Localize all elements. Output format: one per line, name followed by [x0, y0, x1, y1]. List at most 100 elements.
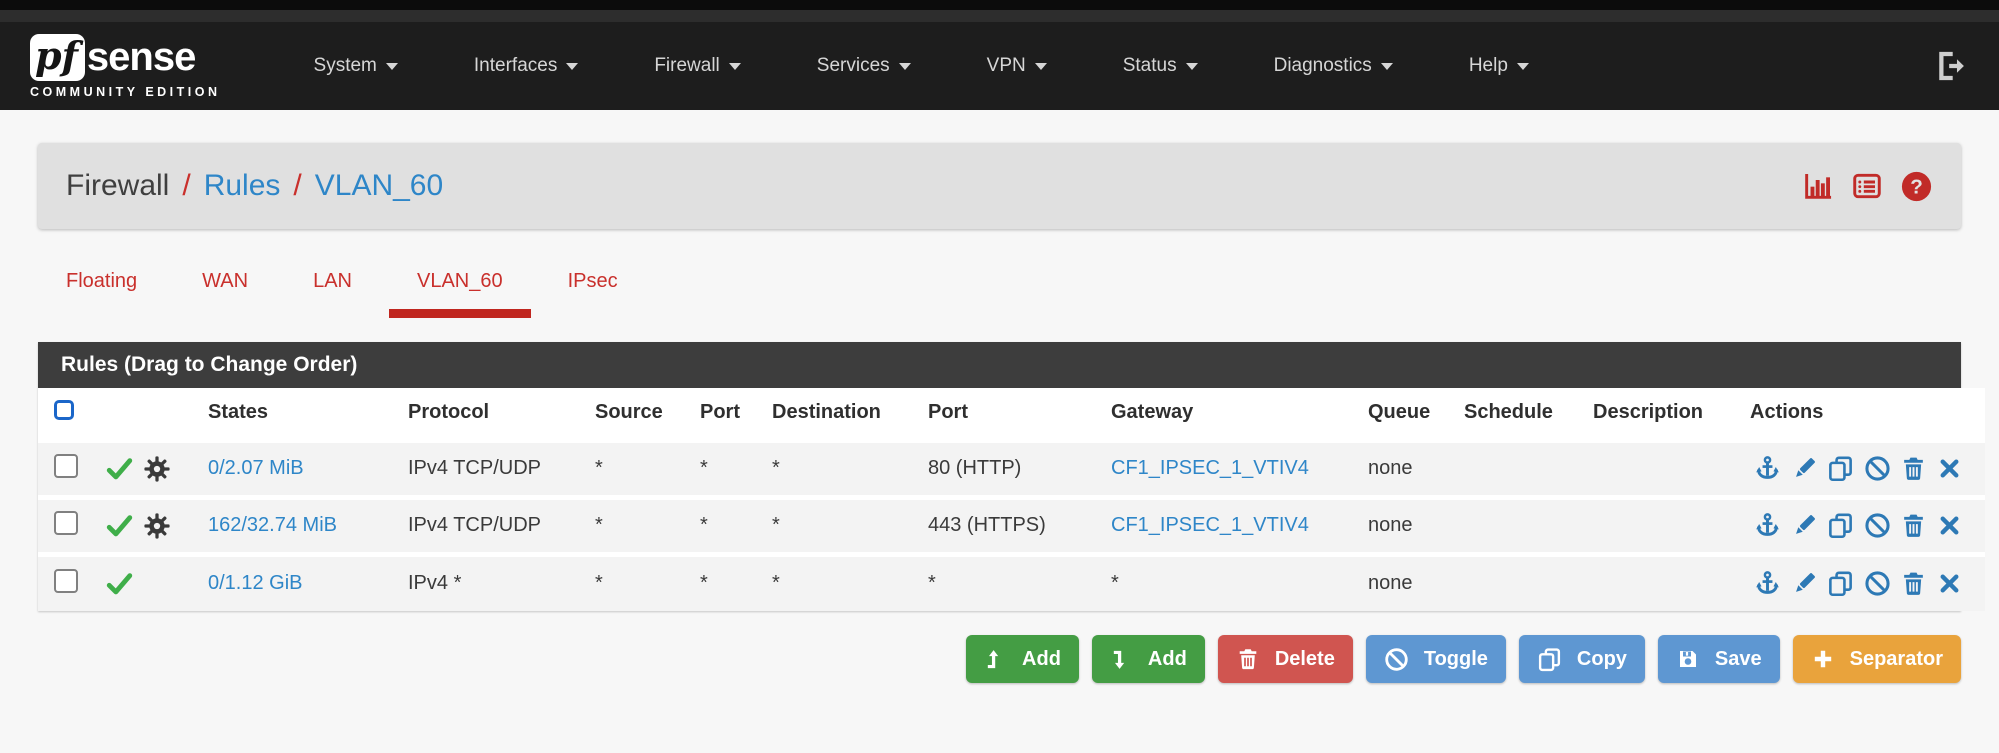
table-row[interactable]: 162/32.74 MiB IPv4 TCP/UDP * * * 443 (HT…: [38, 497, 1985, 554]
tab-floating[interactable]: Floating: [66, 269, 138, 292]
cell-dest-port: 443 (HTTPS): [928, 514, 1046, 536]
rule-pass-check-icon[interactable]: [105, 454, 134, 483]
ban-icon[interactable]: [1864, 512, 1891, 539]
anchor-icon[interactable]: [1754, 512, 1781, 539]
nav-item-help[interactable]: Help: [1431, 22, 1567, 110]
nav-item-interfaces[interactable]: Interfaces: [436, 22, 616, 110]
cell-destination: *: [772, 457, 780, 479]
gear-icon: [143, 512, 171, 540]
row-checkbox[interactable]: [54, 568, 78, 593]
nav-item-firewall[interactable]: Firewall: [616, 22, 778, 110]
cell-description: [1593, 497, 1750, 554]
main-menu: System Interfaces Firewall Services VPN …: [276, 22, 1935, 110]
anchor-icon[interactable]: [1754, 570, 1781, 597]
copy-icon[interactable]: [1827, 455, 1854, 482]
level-down-icon: [1110, 648, 1133, 671]
cell-source: *: [595, 514, 603, 536]
interface-tabs: Floating WAN LAN VLAN_60 IPsec: [38, 229, 1961, 318]
chart-bar-icon[interactable]: [1802, 170, 1834, 202]
col-gateway: Gateway: [1111, 388, 1368, 440]
states-link[interactable]: 0/1.12 GiB: [208, 572, 303, 595]
toggle-button[interactable]: Toggle: [1365, 635, 1506, 683]
nav-item-services[interactable]: Services: [779, 22, 949, 110]
cell-dest-port: *: [928, 572, 936, 595]
tab-ipsec[interactable]: IPsec: [567, 269, 618, 292]
level-up-icon: [984, 648, 1007, 671]
col-protocol: Protocol: [408, 388, 595, 440]
table-row[interactable]: 0/1.12 GiB IPv4 * * * * * * none: [38, 554, 1985, 611]
save-button[interactable]: Save: [1657, 635, 1780, 683]
logout-icon[interactable]: [1935, 49, 1969, 83]
rule-pass-check-icon[interactable]: [105, 511, 134, 540]
caret-down-icon: [1380, 62, 1393, 70]
pencil-edit-icon[interactable]: [1791, 570, 1818, 597]
row-checkbox[interactable]: [54, 453, 78, 478]
caret-down-icon: [898, 62, 911, 70]
col-source: Source: [595, 388, 700, 440]
cell-gateway: *: [1111, 572, 1119, 595]
select-all-checkbox[interactable]: [54, 399, 74, 420]
states-link[interactable]: 0/2.07 MiB: [208, 457, 304, 479]
tab-vlan60[interactable]: VLAN_60: [388, 253, 531, 318]
window-chrome-strip: [0, 0, 1999, 10]
cell-port: *: [700, 457, 708, 479]
copy-icon[interactable]: [1827, 570, 1854, 597]
nav-item-status[interactable]: Status: [1085, 22, 1236, 110]
trash-icon[interactable]: [1900, 570, 1927, 597]
breadcrumb-link-rules[interactable]: Rules: [203, 169, 281, 202]
delete-button[interactable]: Delete: [1217, 635, 1353, 683]
row-checkbox[interactable]: [54, 510, 78, 535]
copy-icon: [1537, 647, 1562, 672]
col-schedule: Schedule: [1464, 388, 1593, 440]
gateway-link[interactable]: CF1_IPSEC_1_VTIV4: [1111, 514, 1309, 536]
add-rule-bottom-button[interactable]: Add: [1091, 635, 1205, 683]
caret-down-icon: [728, 62, 741, 70]
trash-icon[interactable]: [1900, 512, 1927, 539]
trash-icon[interactable]: [1900, 455, 1927, 482]
pfsense-logo[interactable]: pf sense COMMUNITY EDITION: [30, 33, 221, 99]
ban-icon[interactable]: [1864, 570, 1891, 597]
cell-destination: *: [772, 514, 780, 536]
close-x-icon[interactable]: [1937, 571, 1962, 596]
cell-protocol: IPv4 TCP/UDP: [408, 457, 541, 479]
anchor-icon[interactable]: [1754, 455, 1781, 482]
breadcrumb-link-vlan60[interactable]: VLAN_60: [314, 169, 444, 202]
close-x-icon[interactable]: [1937, 513, 1962, 538]
trash-icon: [1236, 647, 1260, 671]
add-rule-top-button[interactable]: Add: [966, 635, 1079, 683]
gear-icon: [143, 455, 171, 483]
col-description: Description: [1593, 388, 1750, 440]
cell-protocol: IPv4 TCP/UDP: [408, 514, 541, 536]
nav-item-vpn[interactable]: VPN: [949, 22, 1085, 110]
caret-down-icon: [1034, 62, 1047, 70]
close-x-icon[interactable]: [1937, 456, 1962, 481]
cell-port: *: [700, 514, 708, 536]
col-status: [105, 388, 208, 440]
table-row[interactable]: 0/2.07 MiB IPv4 TCP/UDP * * * 80 (HTTP) …: [38, 440, 1985, 497]
states-link[interactable]: 162/32.74 MiB: [208, 514, 337, 536]
pencil-edit-icon[interactable]: [1791, 455, 1818, 482]
rules-table: States Protocol Source Port Destination …: [38, 388, 1985, 611]
separator-button[interactable]: Separator: [1792, 635, 1961, 683]
gateway-link[interactable]: CF1_IPSEC_1_VTIV4: [1111, 457, 1309, 479]
cell-port: *: [700, 572, 708, 595]
breadcrumb-separator: /: [182, 169, 191, 202]
nav-item-diagnostics[interactable]: Diagnostics: [1236, 22, 1431, 110]
breadcrumb-bar: Firewall / Rules / VLAN_60: [38, 143, 1961, 229]
copy-icon[interactable]: [1827, 512, 1854, 539]
logo-pf-badge: pf: [30, 33, 85, 81]
rule-pass-check-icon[interactable]: [105, 569, 134, 598]
help-circle-icon[interactable]: ?: [1900, 170, 1933, 203]
nav-item-system[interactable]: System: [276, 22, 436, 110]
breadcrumb: Firewall / Rules / VLAN_60: [66, 169, 443, 203]
pencil-edit-icon[interactable]: [1791, 512, 1818, 539]
cell-queue: none: [1368, 514, 1413, 536]
list-alt-icon[interactable]: [1851, 170, 1883, 202]
window-chrome-strip-2: [0, 10, 1999, 22]
copy-button[interactable]: Copy: [1518, 635, 1645, 683]
rules-panel: Rules (Drag to Change Order) States Prot…: [38, 342, 1985, 611]
tab-wan[interactable]: WAN: [202, 269, 249, 292]
col-actions: Actions: [1750, 388, 1985, 440]
tab-lan[interactable]: LAN: [313, 269, 352, 292]
ban-icon[interactable]: [1864, 455, 1891, 482]
